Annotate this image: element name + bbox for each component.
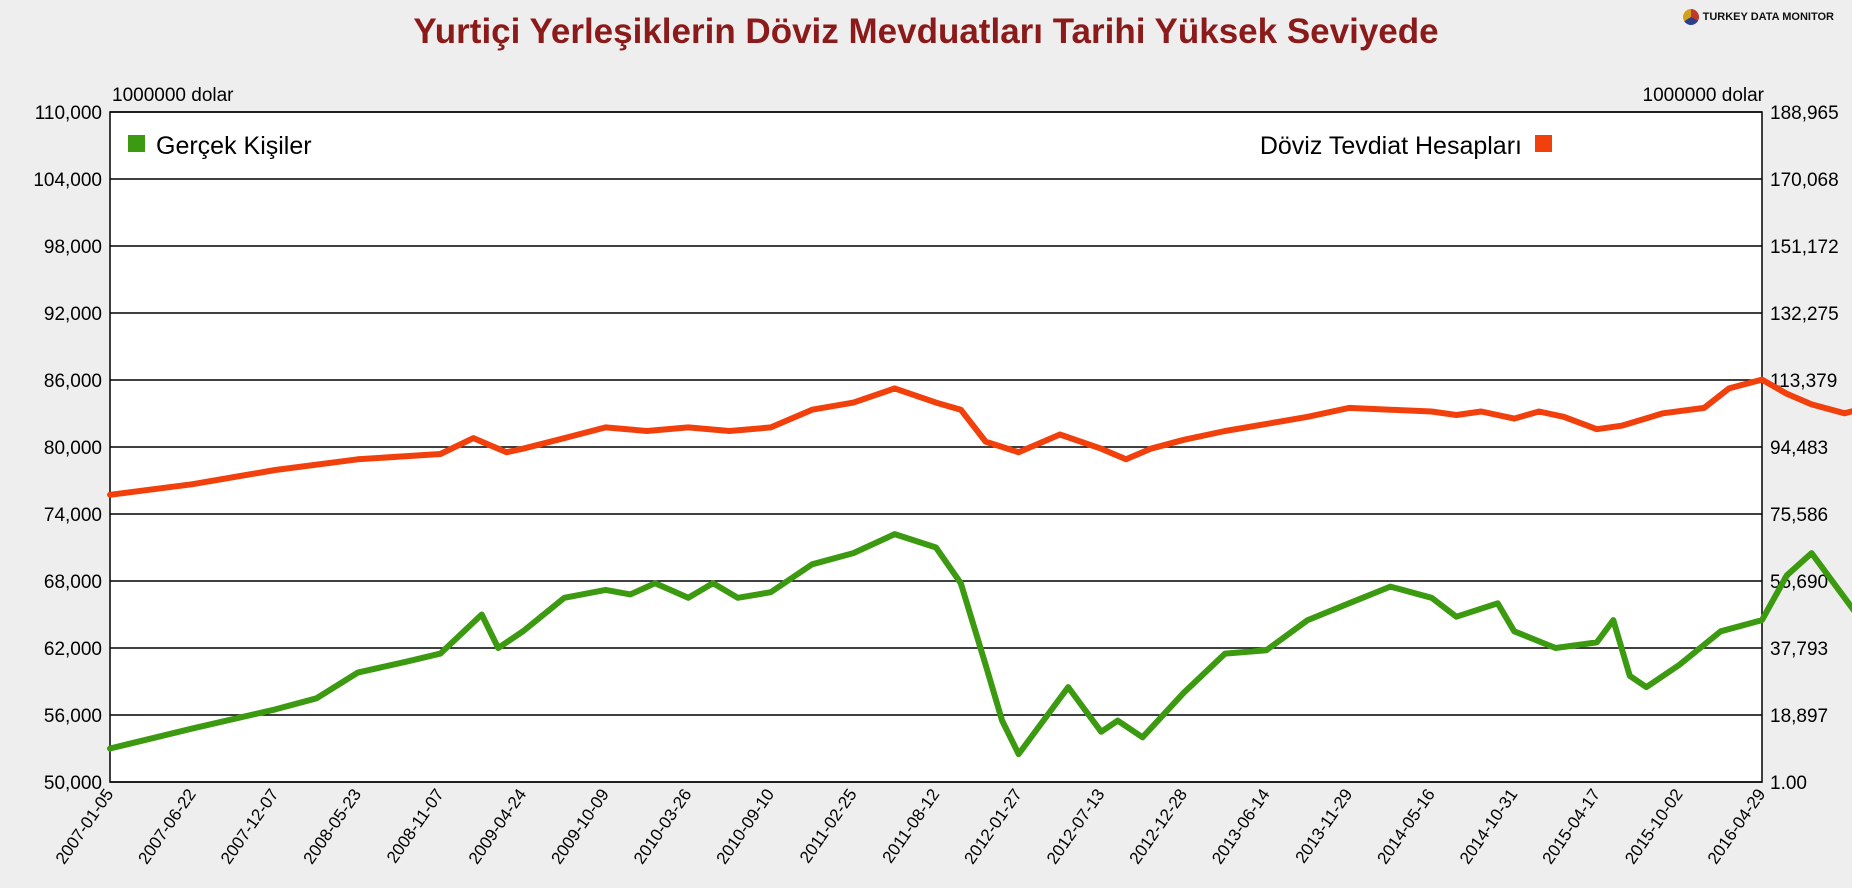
y-axis-right: 1.0018,89737,79356,69075,58694,483113,37… [1770,103,1839,794]
y-left-tick-label: 56,000 [44,706,102,727]
x-tick-label: 2013-11-29 [1292,785,1357,866]
y-left-tick-label: 104,000 [33,170,102,191]
x-tick-label: 2009-04-24 [465,785,530,867]
y-left-tick-label: 50,000 [44,773,102,794]
x-tick-label: 2011-08-12 [879,785,944,866]
x-tick-label: 2012-01-27 [960,785,1025,867]
x-tick-label: 2008-05-23 [300,785,365,867]
legend: Gerçek Kişiler Döviz Tevdiat Hesapları [128,132,1552,160]
y-right-tick-label: 18,897 [1770,706,1828,727]
y-left-unit-label: 1000000 dolar [112,85,234,106]
y-left-tick-label: 80,000 [44,438,102,459]
legend-label: Döviz Tevdiat Hesapları [1260,132,1522,160]
x-tick-label: 2014-10-31 [1456,785,1521,867]
x-tick-label: 2015-04-17 [1539,785,1604,867]
gridlines [110,111,1762,783]
x-tick-label: 2013-06-14 [1208,785,1273,867]
x-axis: 2007-01-05 2007-06-22 2007-12-07 2008-05-23… [52,785,1769,867]
y-right-tick-label: 132,275 [1770,304,1839,325]
y-left-tick-label: 74,000 [44,505,102,526]
legend-swatch [128,135,145,152]
x-tick-label: 2011-02-25 [796,785,861,866]
x-tick-label: 2010-09-10 [713,785,778,867]
brand-text: TURKEY DATA MONITOR [1702,11,1834,23]
x-tick-label: 2012-07-13 [1043,785,1108,867]
y-right-unit-label: 1000000 dolar [1643,85,1765,106]
y-left-tick-label: 68,000 [44,572,102,593]
y-right-tick-label: 151,172 [1770,237,1839,258]
brand-logo: TURKEY DATA MONITOR [1682,9,1834,25]
y-right-tick-label: 75,586 [1770,505,1828,526]
x-tick-label: 2009-10-09 [547,785,612,867]
y-right-tick-label: 1.00 [1770,773,1807,794]
y-left-tick-label: 62,000 [44,639,102,660]
x-tick-label: 2007-06-22 [134,785,199,867]
legend-label: Gerçek Kişiler [156,132,312,160]
x-tick-label: 2007-12-07 [217,785,282,867]
x-tick-label: 2016-04-29 [1704,785,1769,867]
y-right-tick-label: 113,379 [1770,371,1837,392]
y-right-tick-label: 94,483 [1770,438,1828,459]
y-right-tick-label: 170,068 [1770,170,1839,191]
series-lines [107,376,1852,758]
y-axis-left: 50,000 56,000 62,000 68,000 74,000 80,000 86,0… [33,103,102,794]
y-left-tick-label: 98,000 [44,237,102,258]
y-right-tick-label: 188,965 [1770,103,1839,124]
x-tick-label: 2015-10-02 [1621,785,1686,867]
legend-swatch [1535,135,1552,152]
y-left-tick-label: 110,000 [35,103,102,124]
y-right-tick-label: 37,793 [1770,639,1828,660]
series-line [107,531,1852,758]
series-line [107,376,1852,498]
chart-title: Yurtiçi Yerleşiklerin Döviz Mevduatları … [413,12,1439,51]
x-tick-label: 2014-05-16 [1373,785,1438,867]
x-tick-label: 2012-12-28 [1126,785,1191,867]
x-tick-label: 2007-01-05 [52,785,117,867]
x-tick-label: 2008-11-07 [383,785,448,866]
x-tick-label: 2010-03-26 [630,785,695,867]
y-left-tick-label: 86,000 [44,371,102,392]
y-left-tick-label: 92,000 [44,304,102,325]
globe-icon [1682,9,1699,25]
